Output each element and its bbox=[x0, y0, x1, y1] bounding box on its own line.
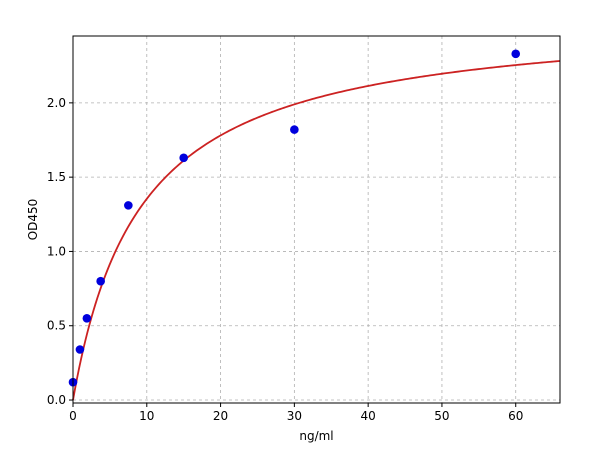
y-tick-label: 1.5 bbox=[47, 170, 66, 184]
plot-frame bbox=[72, 35, 561, 404]
x-tick-label: 50 bbox=[434, 409, 449, 423]
x-tick-label: 60 bbox=[508, 409, 523, 423]
fit-curve-layer bbox=[72, 60, 561, 401]
fit-curve bbox=[72, 60, 561, 401]
y-axis-ticks: 0.0 0.5 1.0 1.5 2.0 bbox=[47, 96, 73, 407]
x-tick-label: 0 bbox=[69, 409, 77, 423]
y-tick-label: 1.0 bbox=[47, 244, 66, 258]
data-point bbox=[511, 49, 521, 59]
data-point bbox=[179, 153, 188, 163]
x-tick-label: 40 bbox=[361, 409, 376, 423]
y-tick-label: 0.0 bbox=[47, 393, 66, 407]
data-point bbox=[82, 314, 92, 323]
data-point bbox=[96, 276, 105, 286]
data-point bbox=[290, 125, 299, 134]
data-point bbox=[124, 201, 133, 210]
x-axis-label: ng/ml bbox=[299, 429, 333, 443]
y-tick-label: 2.0 bbox=[47, 96, 66, 110]
y-tick-label: 0.5 bbox=[47, 319, 66, 333]
data-point bbox=[75, 345, 85, 354]
data-points bbox=[68, 49, 521, 387]
x-tick-label: 20 bbox=[213, 409, 228, 423]
x-axis-ticks: 0 10 20 30 40 50 60 bbox=[69, 403, 523, 423]
x-tick-label: 10 bbox=[139, 409, 154, 423]
x-tick-label: 30 bbox=[287, 409, 302, 423]
y-axis-label: OD450 bbox=[26, 199, 40, 241]
